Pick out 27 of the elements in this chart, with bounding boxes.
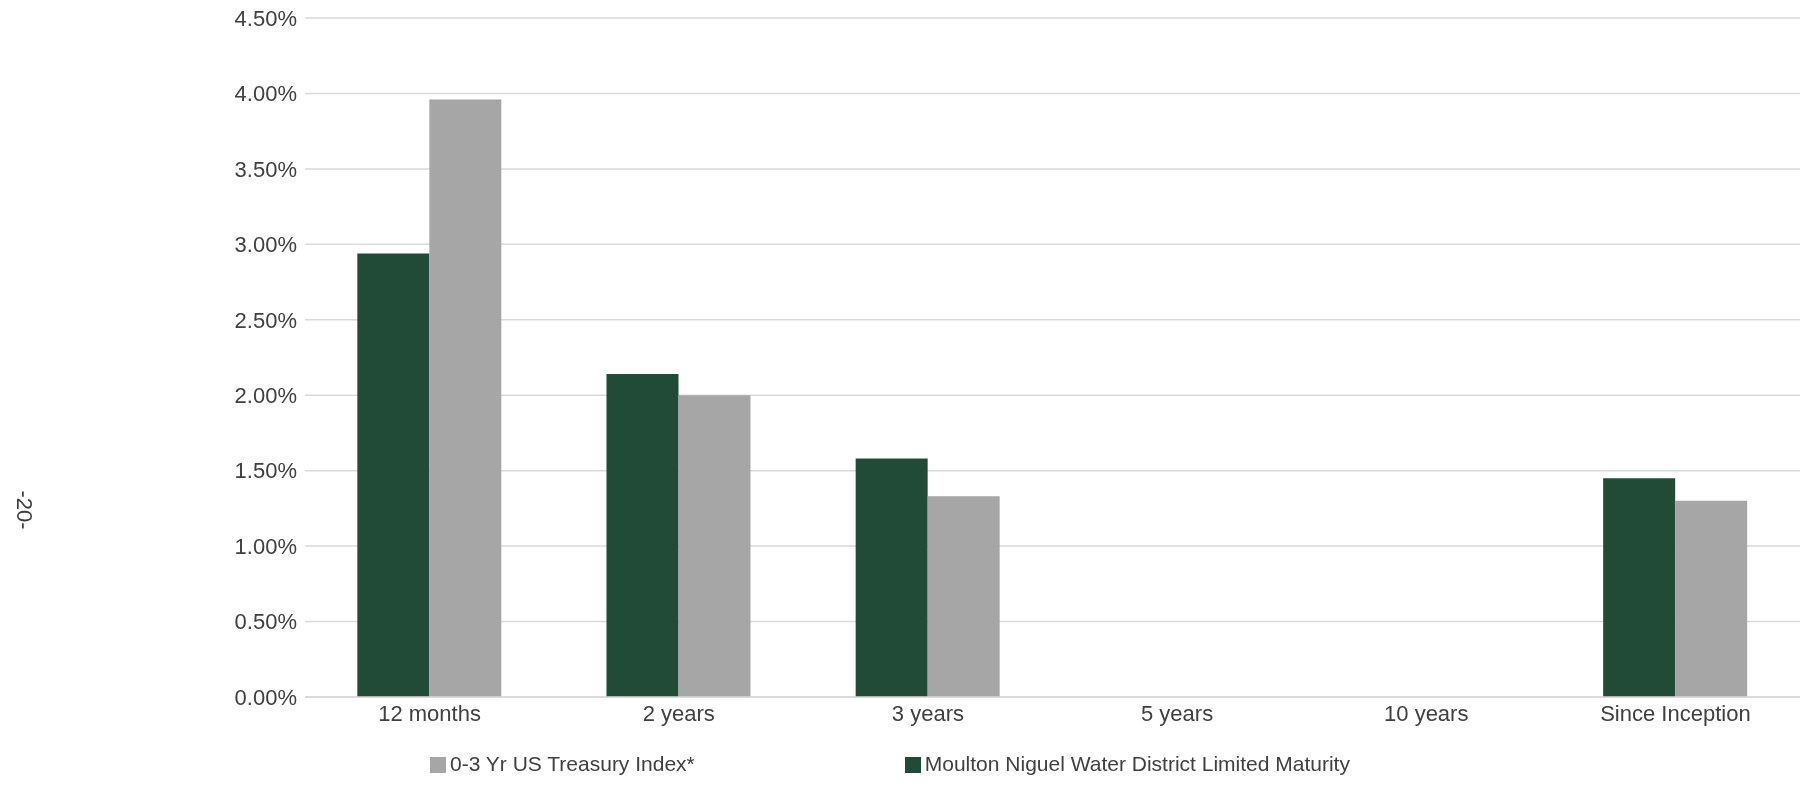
- y-tick-label: 0.50%: [234, 609, 297, 635]
- y-tick-label: 2.50%: [234, 307, 297, 333]
- bar: [429, 99, 502, 697]
- bar: [1675, 500, 1748, 697]
- y-tick-label: 2.00%: [234, 383, 297, 409]
- y-tick-label: 1.50%: [234, 458, 297, 484]
- y-tick-label: 4.00%: [234, 81, 297, 107]
- bar: [927, 496, 1000, 697]
- bar: [1603, 478, 1676, 697]
- x-tick-label: 3 years: [891, 700, 964, 726]
- y-tick-label: 4.50%: [234, 5, 297, 31]
- bar: [855, 458, 928, 697]
- x-tick-label: 12 months: [378, 700, 481, 726]
- legend-label: Moulton Niguel Water District Limited Maturity: [924, 752, 1350, 775]
- bar: [678, 395, 751, 697]
- text: -20-: [11, 490, 37, 530]
- x-tick-label: 2 years: [642, 700, 715, 726]
- bar: [357, 253, 430, 697]
- y-tick-label: 3.50%: [234, 156, 297, 182]
- legend-label: 0-3 Yr US Treasury Index*: [450, 752, 695, 775]
- y-tick-label: 1.00%: [234, 533, 297, 559]
- y-tick-label: 3.00%: [234, 232, 297, 258]
- x-tick-label: Since Inception: [1600, 700, 1751, 726]
- x-tick-label: 10 years: [1384, 700, 1469, 726]
- y-tick-label: 0.00%: [234, 684, 297, 710]
- x-tick-label: 5 years: [1141, 700, 1214, 726]
- bar: [606, 374, 679, 697]
